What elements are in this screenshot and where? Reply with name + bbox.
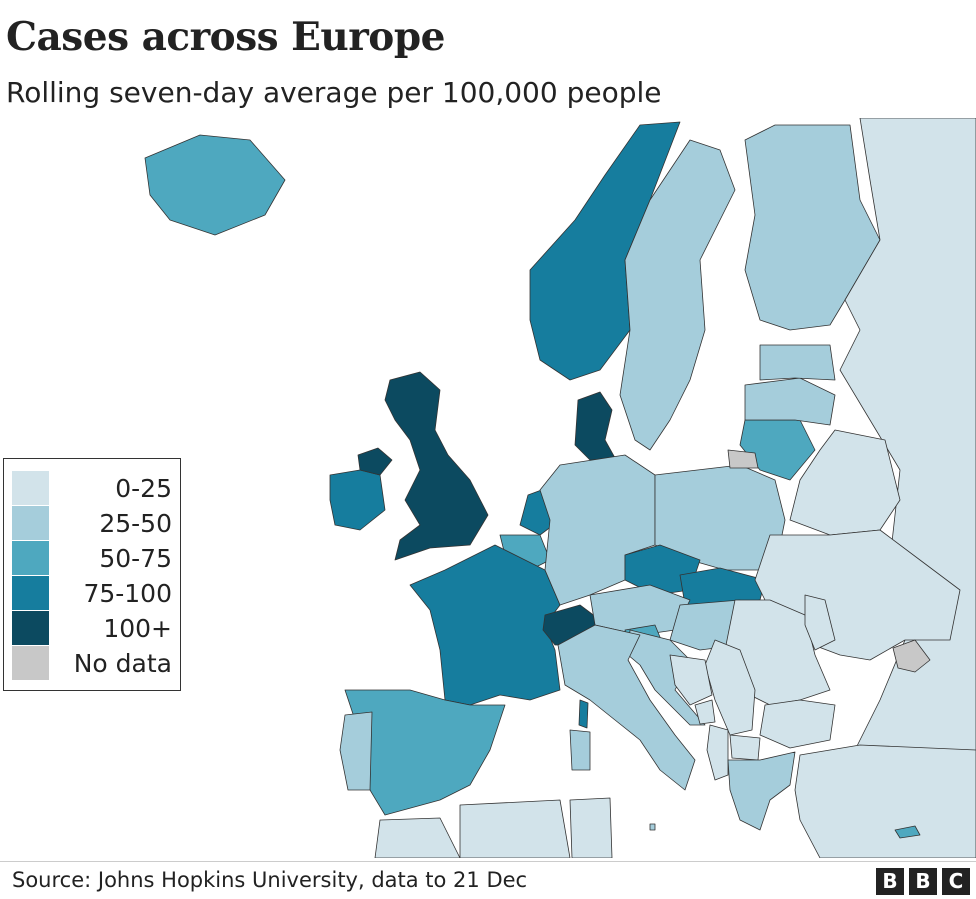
legend-label: No data <box>73 649 172 678</box>
legend-swatch <box>12 611 49 646</box>
region-finland <box>744 124 881 331</box>
region-france <box>409 544 561 706</box>
source-note: Source: Johns Hopkins University, data t… <box>12 868 528 892</box>
region-greece <box>727 751 796 831</box>
region-corsica <box>578 699 589 729</box>
region-morocco <box>374 817 461 858</box>
bbc-logo: B B C <box>876 868 972 895</box>
region-iceland <box>144 134 286 236</box>
legend-swatch <box>12 646 49 681</box>
europe-map <box>0 118 976 858</box>
bbc-logo-letter: B <box>876 868 904 895</box>
legend-label: 75-100 <box>83 579 172 608</box>
region-kaliningrad <box>727 449 759 469</box>
legend-swatch <box>12 541 49 576</box>
region-tunisia <box>569 797 613 858</box>
footer-divider <box>0 861 976 862</box>
region-malta <box>649 823 656 831</box>
region-north-macedonia <box>729 734 761 761</box>
legend-label: 0-25 <box>115 474 172 503</box>
legend-swatch <box>12 576 49 611</box>
legend-swatch <box>12 506 49 541</box>
bbc-logo-letter: C <box>942 868 970 895</box>
region-united-kingdom <box>384 371 489 561</box>
region-cyprus <box>894 825 921 839</box>
legend-swatch <box>12 471 49 506</box>
region-croatia <box>627 629 706 726</box>
region-northern-ireland <box>357 447 393 476</box>
region-estonia <box>759 344 836 381</box>
page-subtitle: Rolling seven-day average per 100,000 pe… <box>6 76 662 109</box>
bbc-logo-letter: B <box>909 868 937 895</box>
legend-label: 50-75 <box>99 544 172 573</box>
region-albania <box>706 724 729 781</box>
region-montenegro <box>694 699 716 725</box>
region-russia <box>839 118 976 858</box>
region-denmark <box>574 391 616 461</box>
region-bulgaria <box>759 699 836 749</box>
legend-label: 25-50 <box>99 509 172 538</box>
page-title: Cases across Europe <box>6 14 445 60</box>
region-moldova <box>804 594 836 651</box>
region-sweden <box>619 139 736 451</box>
region-sardinia <box>569 729 591 771</box>
region-bosnia-and-herzegovina <box>669 654 713 706</box>
region-crimea <box>892 639 931 673</box>
region-germany <box>539 454 656 606</box>
legend-label: 100+ <box>103 614 172 643</box>
map-legend: 0-25 25-50 50-75 75-100 100+ No data <box>3 458 181 691</box>
region-algeria <box>459 799 571 858</box>
region-portugal <box>339 711 373 791</box>
region-italy <box>557 624 696 791</box>
region-turkey <box>794 744 976 858</box>
